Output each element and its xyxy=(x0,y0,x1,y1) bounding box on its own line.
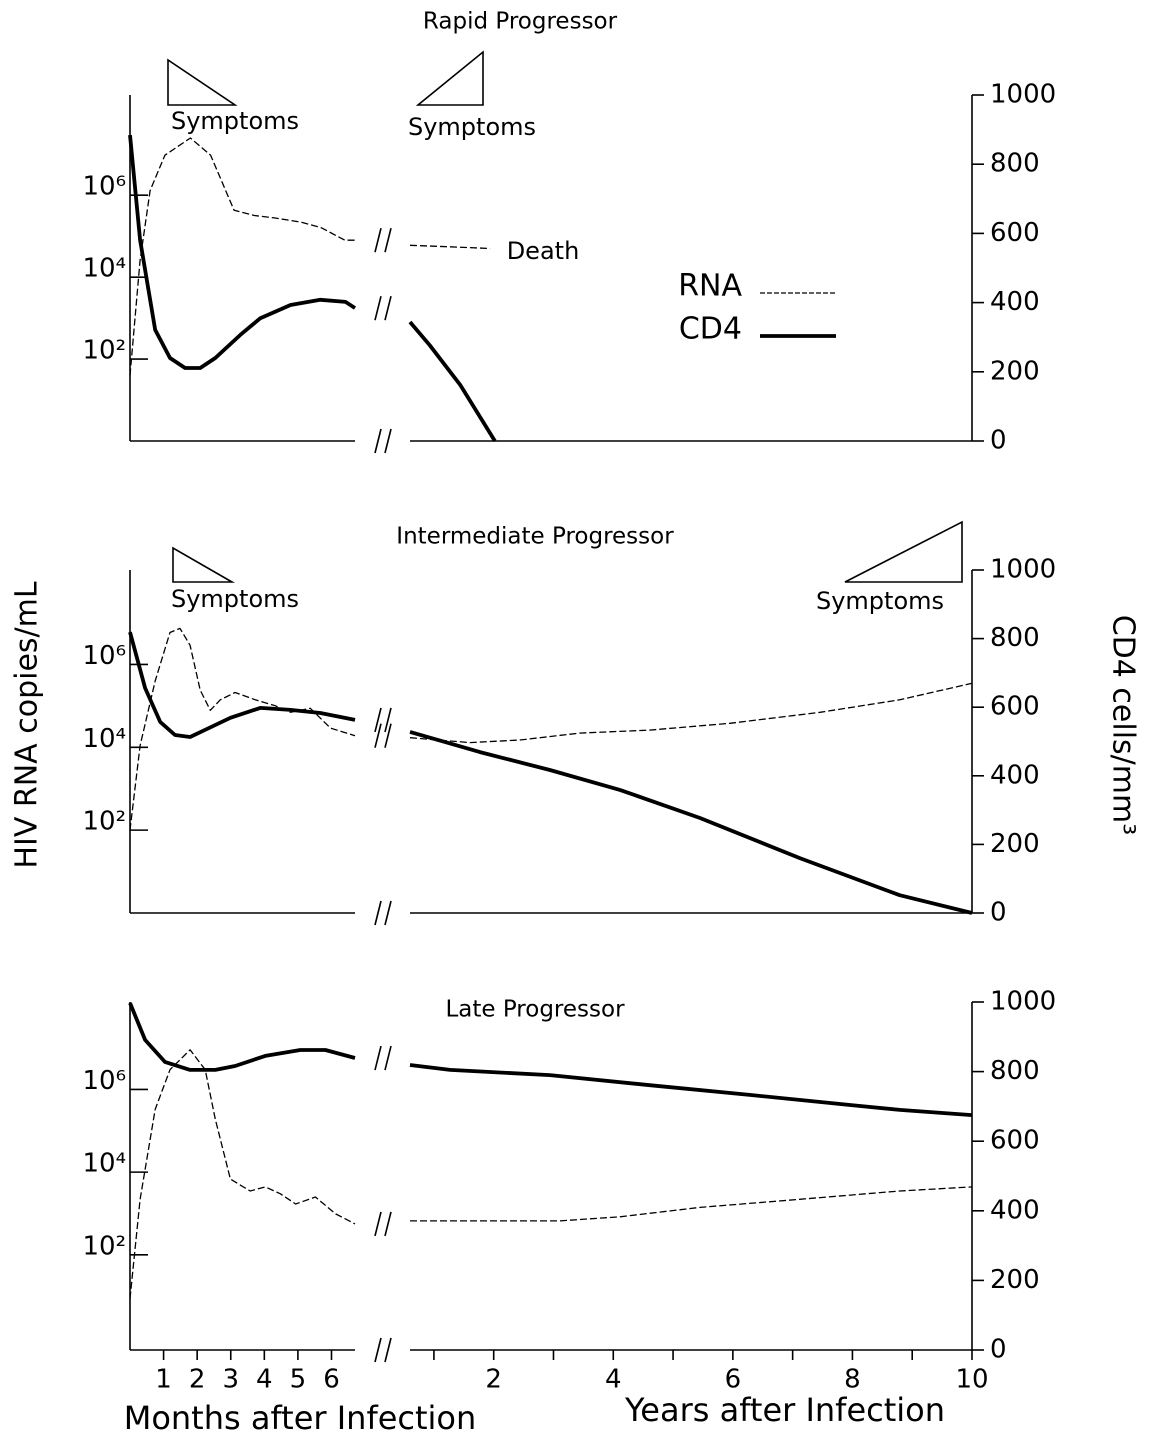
annotation: Symptoms xyxy=(171,107,299,135)
axis-break xyxy=(384,723,392,748)
annotation: Symptoms xyxy=(408,113,536,141)
axis-break xyxy=(374,723,382,748)
annotation: Symptoms xyxy=(171,585,299,613)
axis-break xyxy=(384,295,392,321)
cd4-line xyxy=(408,320,497,442)
y-tick-label: 10⁴ xyxy=(82,724,126,754)
y-axis-label: HIV RNA copies/mL xyxy=(10,581,45,868)
y2-tick-label: 400 xyxy=(990,287,1040,317)
y-tick-label: 10² xyxy=(82,336,126,366)
symptom-markers xyxy=(167,50,963,583)
rna-line xyxy=(409,682,973,744)
axis-break xyxy=(374,900,382,926)
x-tick-label: 10 xyxy=(955,1365,988,1395)
y-tick-label: 10² xyxy=(82,807,126,837)
symptom-triangle xyxy=(844,520,963,583)
axis-break xyxy=(384,1337,392,1363)
symptom-triangle xyxy=(172,546,235,583)
panel-title: Late Progressor xyxy=(445,997,625,1023)
rna-line xyxy=(410,1186,973,1222)
symptom-triangle xyxy=(167,58,238,106)
y2-tick-label: 1000 xyxy=(990,987,1056,1017)
y2-tick-label: 0 xyxy=(990,1335,1007,1365)
legend-label: RNA xyxy=(678,269,742,304)
axis-break xyxy=(374,1045,382,1071)
annotation: Symptoms xyxy=(816,587,944,615)
y2-axis-label: CD4 cells/mm³ xyxy=(1106,615,1141,836)
rna-line xyxy=(409,244,491,250)
y2-tick-label: 600 xyxy=(990,692,1040,722)
panel-title: Intermediate Progressor xyxy=(396,524,674,550)
axis-break xyxy=(384,428,392,454)
x-tick-label: 4 xyxy=(256,1365,273,1395)
axis-break xyxy=(384,900,392,926)
y-tick-label: 10² xyxy=(82,1231,126,1261)
axis-break xyxy=(374,1337,382,1363)
y-tick-label: 10⁶ xyxy=(82,1066,126,1096)
y-tick-label: 10⁴ xyxy=(82,254,126,284)
x-tick-label: 2 xyxy=(189,1365,206,1395)
y2-tick-label: 600 xyxy=(990,218,1040,248)
axis-break xyxy=(374,295,382,321)
symptom-triangle xyxy=(415,50,484,106)
y-tick-label: 10⁴ xyxy=(82,1149,126,1179)
x-tick-label: 6 xyxy=(323,1365,340,1395)
cd4-line xyxy=(409,1063,973,1117)
y2-tick-label: 200 xyxy=(990,356,1040,386)
axis-break xyxy=(374,227,382,253)
y2-tick-label: 800 xyxy=(990,1056,1040,1086)
axis-break xyxy=(384,707,392,733)
rna-line xyxy=(129,627,356,831)
y2-tick-label: 200 xyxy=(990,829,1040,859)
axis-break xyxy=(384,1045,392,1071)
y2-tick-label: 400 xyxy=(990,1195,1040,1225)
x-tick-label: 5 xyxy=(290,1365,307,1395)
axis-break xyxy=(374,1211,382,1237)
y2-tick-label: 600 xyxy=(990,1126,1040,1156)
rna-line xyxy=(129,1049,356,1299)
x-tick-label: 3 xyxy=(222,1365,239,1395)
axis-break xyxy=(374,428,382,454)
y-tick-label: 10⁶ xyxy=(82,172,126,202)
rna-line xyxy=(129,137,355,376)
annotation: Death xyxy=(507,237,580,265)
y2-tick-label: 800 xyxy=(990,149,1040,179)
x-tick-label: 1 xyxy=(155,1365,172,1395)
y2-tick-label: 1000 xyxy=(990,555,1056,585)
axis-break xyxy=(384,227,392,253)
y2-tick-label: 0 xyxy=(990,426,1007,456)
x-axis-label: Years after Infection xyxy=(624,1391,945,1429)
x-axis-label: Months after Infection xyxy=(124,1399,477,1437)
x-tick-label: 6 xyxy=(725,1365,742,1395)
axis-break xyxy=(384,1211,392,1237)
cd4-line xyxy=(128,1002,356,1072)
legend-label: CD4 xyxy=(679,312,742,347)
x-tick-label: 2 xyxy=(485,1365,502,1395)
cd4-line xyxy=(128,134,357,370)
cd4-line xyxy=(128,631,356,739)
axis-break xyxy=(374,707,382,733)
y2-tick-label: 400 xyxy=(990,760,1040,790)
x-tick-label: 4 xyxy=(605,1365,622,1395)
y2-tick-label: 1000 xyxy=(990,80,1056,110)
panel-title: Rapid Progressor xyxy=(423,9,618,35)
y-tick-label: 10⁶ xyxy=(82,641,126,671)
y2-tick-label: 0 xyxy=(990,898,1007,928)
y2-tick-label: 200 xyxy=(990,1265,1040,1295)
cd4-line xyxy=(409,730,973,915)
y2-tick-label: 800 xyxy=(990,623,1040,653)
x-tick-label: 8 xyxy=(844,1365,861,1395)
